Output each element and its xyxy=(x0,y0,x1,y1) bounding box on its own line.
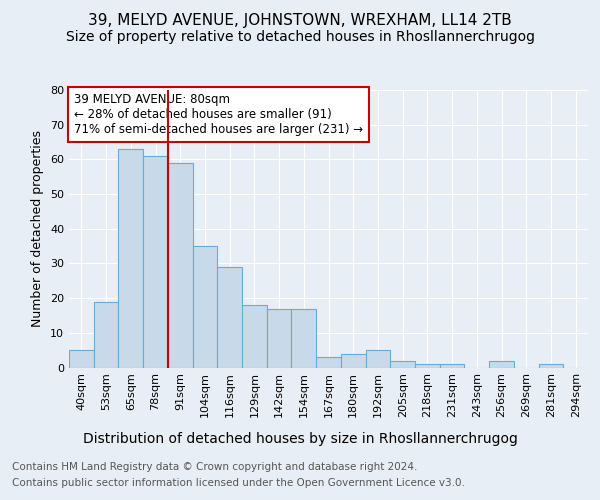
Bar xyxy=(143,156,168,368)
Bar xyxy=(118,149,143,368)
Bar xyxy=(415,364,440,368)
Text: Contains public sector information licensed under the Open Government Licence v3: Contains public sector information licen… xyxy=(12,478,465,488)
Bar xyxy=(316,357,341,368)
Bar xyxy=(193,246,217,368)
Text: Distribution of detached houses by size in Rhosllannerchrugog: Distribution of detached houses by size … xyxy=(83,432,517,446)
Bar xyxy=(69,350,94,368)
Bar xyxy=(94,302,118,368)
Bar xyxy=(242,305,267,368)
Bar xyxy=(539,364,563,368)
Bar xyxy=(341,354,365,368)
Text: Size of property relative to detached houses in Rhosllannerchrugog: Size of property relative to detached ho… xyxy=(65,30,535,44)
Text: 39 MELYD AVENUE: 80sqm
← 28% of detached houses are smaller (91)
71% of semi-det: 39 MELYD AVENUE: 80sqm ← 28% of detached… xyxy=(74,93,364,136)
Y-axis label: Number of detached properties: Number of detached properties xyxy=(31,130,44,327)
Bar xyxy=(217,267,242,368)
Bar xyxy=(390,360,415,368)
Bar xyxy=(267,308,292,368)
Text: Contains HM Land Registry data © Crown copyright and database right 2024.: Contains HM Land Registry data © Crown c… xyxy=(12,462,418,472)
Bar xyxy=(489,360,514,368)
Bar xyxy=(365,350,390,368)
Bar xyxy=(440,364,464,368)
Text: 39, MELYD AVENUE, JOHNSTOWN, WREXHAM, LL14 2TB: 39, MELYD AVENUE, JOHNSTOWN, WREXHAM, LL… xyxy=(88,12,512,28)
Bar xyxy=(292,308,316,368)
Bar xyxy=(168,163,193,368)
